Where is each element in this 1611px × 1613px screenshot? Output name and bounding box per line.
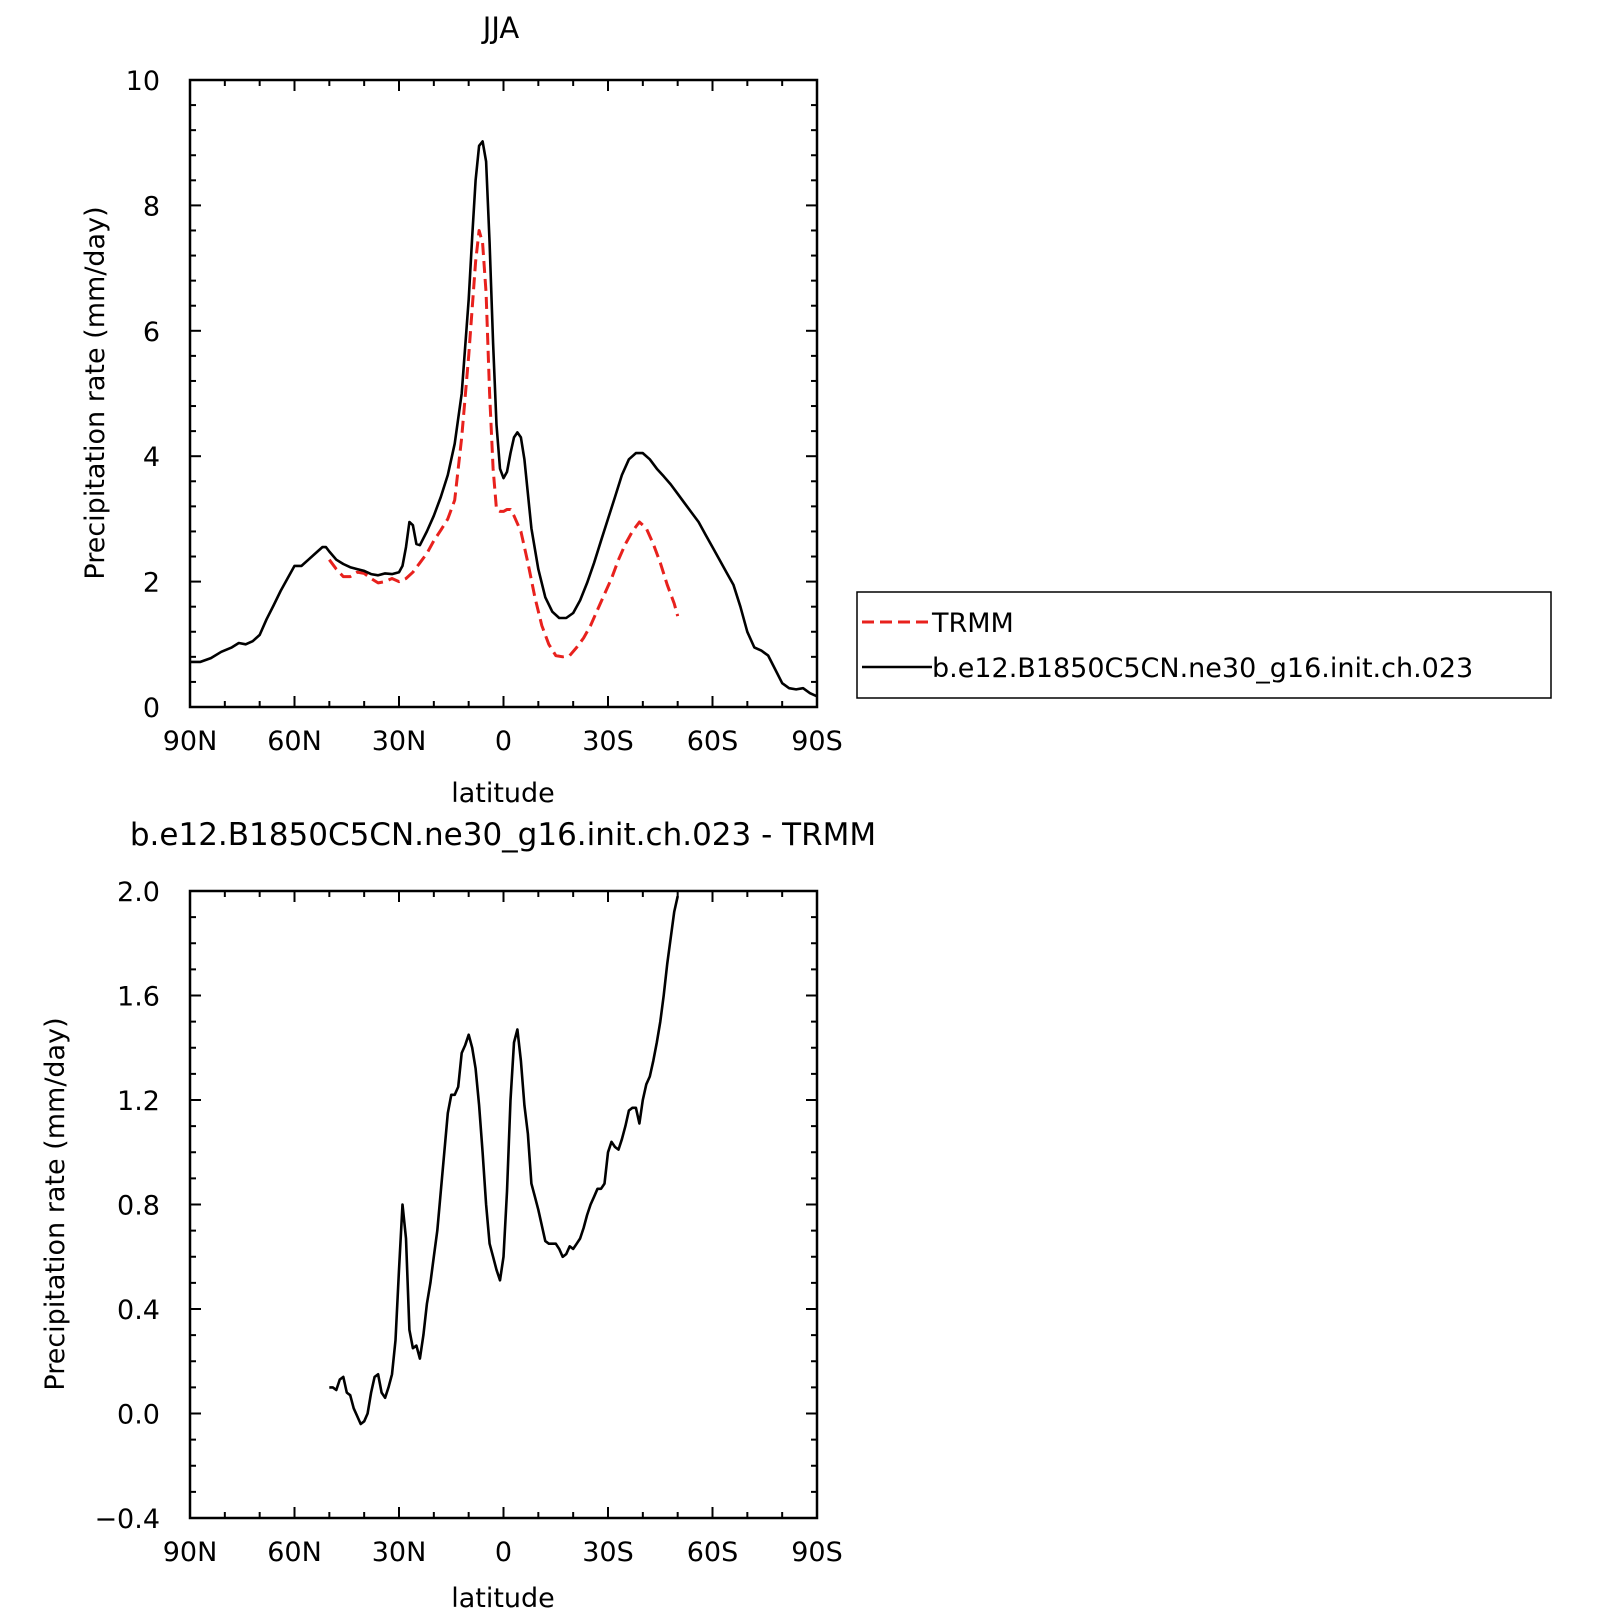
bottom-ticks xyxy=(189,890,818,1519)
y-tick-label: −0.4 xyxy=(94,1504,160,1535)
x-tick-label: 60N xyxy=(267,726,322,757)
legend-box xyxy=(856,591,1552,699)
top-series-line-trmm xyxy=(328,229,680,659)
bottom-plot-area xyxy=(329,895,679,1426)
top-y-tick-labels: 0 2 4 6 8 10 xyxy=(126,66,160,724)
x-tick-label: 0 xyxy=(495,1537,512,1568)
y-tick-label: 10 xyxy=(126,66,160,97)
x-tick-label: 90N xyxy=(163,1537,218,1568)
x-tick-label: 30N xyxy=(372,726,427,757)
y-tick-label: 0 xyxy=(143,693,160,724)
bottom-series-line-difference xyxy=(329,895,679,1426)
x-tick-label: 90S xyxy=(791,1537,843,1568)
x-tick-label: 30S xyxy=(582,726,634,757)
y-tick-label: 0.0 xyxy=(117,1400,160,1431)
y-tick-label: 0.8 xyxy=(117,1191,160,1222)
x-tick-label: 90N xyxy=(163,726,218,757)
top-y-axis-label: Precipitation rate (mm/day) xyxy=(80,206,111,579)
x-tick-label: 30N xyxy=(372,1537,427,1568)
top-series-line-model xyxy=(190,140,818,698)
y-tick-label: 1.6 xyxy=(117,982,160,1013)
y-tick-label: 6 xyxy=(143,317,160,348)
y-tick-label: 0.4 xyxy=(117,1295,160,1326)
y-tick-label: 8 xyxy=(143,191,160,222)
top-plot-frame xyxy=(188,78,819,709)
legend-label-model: b.e12.B1850C5CN.ne30_g16.init.ch.023 xyxy=(932,653,1473,684)
top-x-tick-labels: 90N 60N 30N 0 30S 60S 90S xyxy=(163,726,843,757)
x-tick-label: 30S xyxy=(582,1537,634,1568)
bottom-x-axis-label: latitude xyxy=(451,1583,555,1613)
y-tick-label: 4 xyxy=(143,442,160,473)
x-tick-label: 60S xyxy=(687,726,739,757)
x-tick-label: 0 xyxy=(495,726,512,757)
y-tick-label: 2 xyxy=(143,568,160,599)
bottom-title: b.e12.B1850C5CN.ne30_g16.init.ch.023 - T… xyxy=(130,817,876,853)
top-panel: JJA 90N 60N 30N 0 30S 60S 90S 0 2 4 6 8 … xyxy=(80,11,1552,809)
top-ticks xyxy=(189,79,818,708)
x-tick-label: 60S xyxy=(687,1537,739,1568)
x-tick-label: 60N xyxy=(267,1537,322,1568)
bottom-plot-frame xyxy=(188,889,819,1520)
top-title: JJA xyxy=(481,11,520,45)
y-tick-label: 2.0 xyxy=(117,877,160,908)
bottom-panel: b.e12.B1850C5CN.ne30_g16.init.ch.023 - T… xyxy=(40,817,876,1613)
legend: TRMM b.e12.B1850C5CN.ne30_g16.init.ch.02… xyxy=(856,591,1552,699)
legend-label-trmm: TRMM xyxy=(931,608,1014,639)
top-x-axis-label: latitude xyxy=(451,778,555,809)
y-tick-label: 1.2 xyxy=(117,1086,160,1117)
bottom-y-axis-label: Precipitation rate (mm/day) xyxy=(40,1017,71,1390)
top-plot-area xyxy=(190,140,818,698)
bottom-y-tick-labels: −0.4 0.0 0.4 0.8 1.2 1.6 2.0 xyxy=(94,877,160,1535)
x-tick-label: 90S xyxy=(791,726,843,757)
bottom-x-tick-labels: 90N 60N 30N 0 30S 60S 90S xyxy=(163,1537,843,1568)
